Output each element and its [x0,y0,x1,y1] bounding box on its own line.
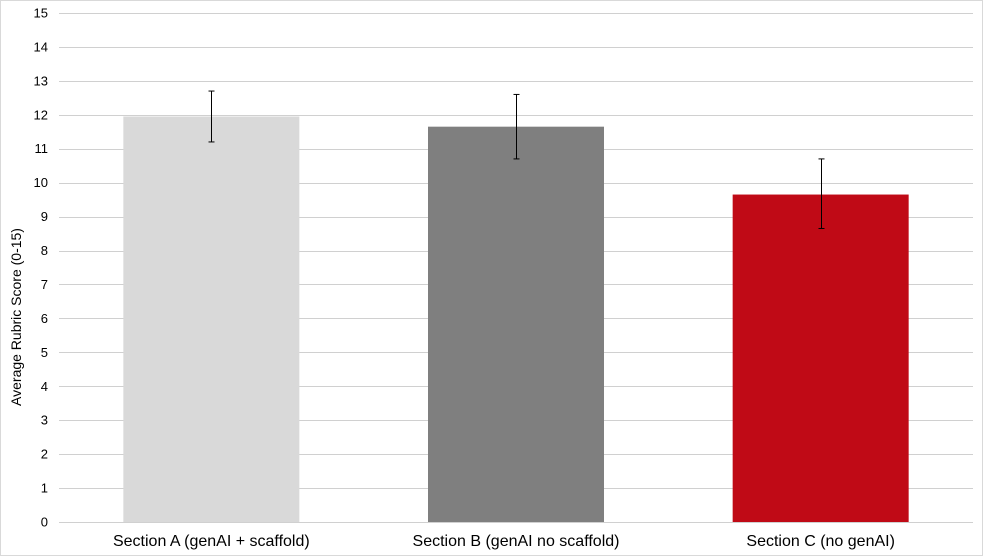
y-tick-label: 9 [41,209,48,224]
y-tick-label: 13 [34,73,48,88]
y-tick-label: 0 [41,515,48,530]
y-tick-label: 2 [41,447,48,462]
y-tick-label: 1 [41,481,48,496]
x-category-label: Section A (genAI + scaffold) [113,533,310,550]
bar [123,116,300,522]
y-tick-label: 3 [41,413,48,428]
y-tick-label: 10 [34,175,48,190]
x-axis-categories: Section A (genAI + scaffold) Section B (g… [113,533,895,550]
y-tick-label: 15 [34,6,48,21]
y-axis-title: Average Rubric Score (0-15) [8,228,24,406]
y-tick-label: 4 [41,379,48,394]
x-category-label: Section B (genAI no scaffold) [413,533,620,550]
y-tick-label: 7 [41,277,48,292]
bar [732,194,909,522]
y-tick-label: 8 [41,243,48,258]
error-bars [208,90,825,229]
y-tick-label: 5 [41,345,48,360]
y-tick-label: 14 [34,39,48,54]
y-tick-label: 11 [35,141,49,156]
x-category-label: Section C (no genAI) [746,533,895,550]
bar [428,126,604,522]
bars [123,116,909,522]
y-tick-label: 12 [34,107,48,122]
y-tick-label: 6 [41,311,48,326]
